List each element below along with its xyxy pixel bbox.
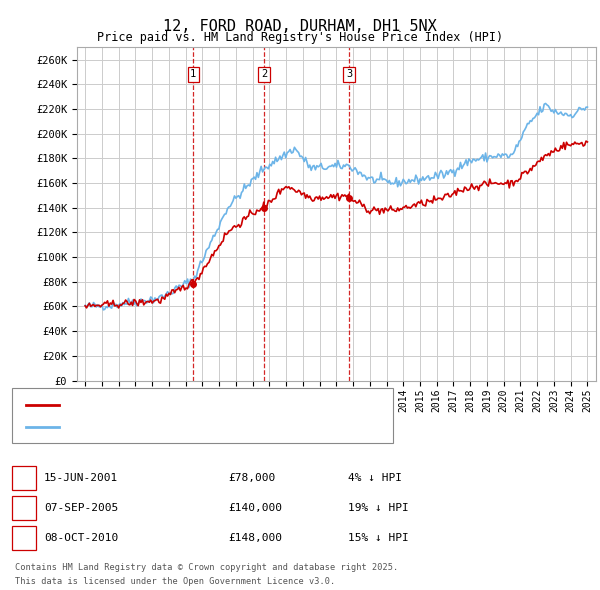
Text: HPI: Average price, detached house, County Durham: HPI: Average price, detached house, Coun… xyxy=(66,422,372,432)
Text: 15% ↓ HPI: 15% ↓ HPI xyxy=(348,533,409,543)
Text: 3: 3 xyxy=(346,70,352,80)
Text: £148,000: £148,000 xyxy=(228,533,282,543)
Text: 07-SEP-2005: 07-SEP-2005 xyxy=(44,503,118,513)
Text: 1: 1 xyxy=(20,473,28,483)
Text: 12, FORD ROAD, DURHAM, DH1 5NX: 12, FORD ROAD, DURHAM, DH1 5NX xyxy=(163,19,437,34)
Text: 2: 2 xyxy=(20,503,28,513)
Text: 4% ↓ HPI: 4% ↓ HPI xyxy=(348,473,402,483)
Text: 15-JUN-2001: 15-JUN-2001 xyxy=(44,473,118,483)
Text: 08-OCT-2010: 08-OCT-2010 xyxy=(44,533,118,543)
Text: Contains HM Land Registry data © Crown copyright and database right 2025.: Contains HM Land Registry data © Crown c… xyxy=(15,562,398,572)
Text: £78,000: £78,000 xyxy=(228,473,275,483)
Text: 1: 1 xyxy=(190,70,196,80)
Text: 2: 2 xyxy=(261,70,267,80)
Text: 19% ↓ HPI: 19% ↓ HPI xyxy=(348,503,409,513)
Text: £140,000: £140,000 xyxy=(228,503,282,513)
Text: 3: 3 xyxy=(20,533,28,543)
Text: Price paid vs. HM Land Registry's House Price Index (HPI): Price paid vs. HM Land Registry's House … xyxy=(97,31,503,44)
Text: 12, FORD ROAD, DURHAM, DH1 5NX (detached house): 12, FORD ROAD, DURHAM, DH1 5NX (detached… xyxy=(66,399,360,409)
Text: This data is licensed under the Open Government Licence v3.0.: This data is licensed under the Open Gov… xyxy=(15,578,335,586)
